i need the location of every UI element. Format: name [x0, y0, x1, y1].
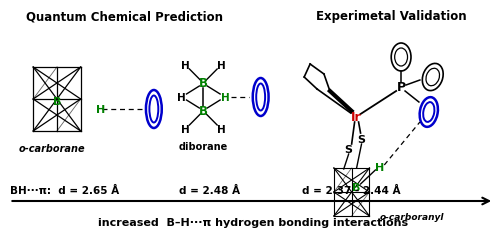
Text: H: H	[216, 124, 226, 134]
Text: B: B	[199, 105, 208, 118]
Text: o-carboranyl: o-carboranyl	[380, 212, 444, 221]
Text: P: P	[396, 81, 406, 94]
Text: d = 2.48 Å: d = 2.48 Å	[178, 185, 240, 195]
Text: B: B	[52, 96, 61, 106]
Text: BH···π:  d = 2.65 Å: BH···π: d = 2.65 Å	[10, 185, 120, 195]
Text: H: H	[374, 162, 384, 172]
Text: B: B	[199, 77, 208, 90]
Text: Experimetal Validation: Experimetal Validation	[316, 10, 466, 23]
Text: B: B	[352, 182, 361, 192]
Text: H: H	[216, 61, 226, 71]
Text: d = 2.37 - 2.44 Å: d = 2.37 - 2.44 Å	[302, 185, 401, 195]
Text: H: H	[177, 93, 186, 102]
Text: Quantum Chemical Prediction: Quantum Chemical Prediction	[26, 10, 222, 23]
Text: S: S	[344, 144, 352, 154]
Text: increased  B–H···π hydrogen bonding interactions: increased B–H···π hydrogen bonding inter…	[98, 217, 408, 227]
Text: H: H	[96, 104, 106, 115]
Text: diborane: diborane	[178, 142, 228, 152]
Text: Ir: Ir	[352, 111, 362, 124]
Text: H: H	[181, 61, 190, 71]
Text: o-carborane: o-carborane	[18, 144, 86, 154]
Text: S: S	[358, 134, 366, 144]
Text: H: H	[220, 93, 230, 102]
Text: H: H	[181, 124, 190, 134]
